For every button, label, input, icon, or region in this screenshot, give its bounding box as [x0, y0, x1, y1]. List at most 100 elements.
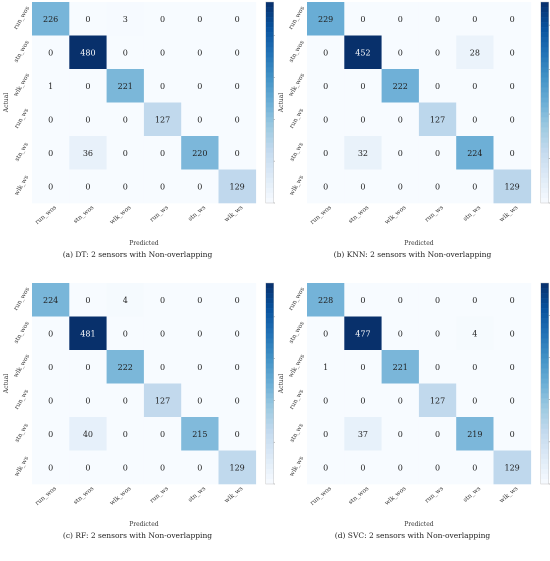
heatmap-cell — [381, 35, 420, 70]
colorbar-segment — [540, 363, 549, 369]
colorbar-segment — [265, 408, 274, 414]
heatmap-cell — [381, 350, 420, 384]
cell-value-label: 1 — [323, 363, 328, 372]
colorbar-segment — [265, 383, 274, 389]
cell-value-label: 0 — [435, 48, 440, 57]
colorbar-segment — [540, 57, 549, 63]
heatmap-cell — [493, 383, 532, 418]
colorbar-segment — [540, 112, 549, 118]
cell-value-label: 0 — [398, 182, 403, 191]
cell-value-label: 0 — [435, 296, 440, 305]
colorbar-segment — [540, 32, 549, 38]
heatmap-cell — [307, 283, 345, 317]
cell-value-label: 0 — [398, 115, 403, 124]
cell-value-label: 0 — [235, 430, 240, 439]
y-tick-label: wlk_ws — [288, 174, 305, 196]
heatmap-cell — [32, 169, 70, 204]
colorbar-segment — [265, 2, 274, 8]
colorbar-segment — [265, 358, 274, 364]
cell-value-label: 4 — [472, 329, 477, 338]
heatmap-cell — [143, 2, 182, 36]
colorbar-segment — [265, 77, 274, 83]
heatmap-cell — [181, 2, 219, 36]
y-tick-label: wlk_wos — [287, 72, 306, 98]
heatmap-cell — [218, 102, 257, 137]
cell-value-label: 0 — [235, 396, 240, 405]
colorbar-segment — [540, 127, 549, 133]
cell-value-label: 0 — [160, 363, 165, 372]
colorbar-segment — [540, 27, 549, 33]
colorbar-segment — [265, 423, 274, 430]
colorbar-segment — [540, 308, 549, 314]
y-tick-label: wlk_ws — [13, 174, 30, 196]
cell-value-label: 0 — [323, 82, 328, 91]
colorbar-segment — [265, 177, 274, 184]
colorbar-segment — [540, 373, 549, 379]
colorbar-segment — [265, 288, 274, 294]
cell-value-label: 0 — [235, 15, 240, 24]
y-tick-label: stn_wos — [288, 320, 306, 344]
y-tick-label: stn_ws — [14, 141, 30, 162]
cell-value-label: 0 — [197, 82, 202, 91]
heatmap-cell — [143, 136, 182, 170]
heatmap-cell — [218, 136, 257, 170]
cell-value-label: 127 — [430, 396, 445, 405]
cell-value-label: 0 — [398, 463, 403, 472]
cell-value-label: 0 — [235, 363, 240, 372]
cell-value-label: 0 — [197, 296, 202, 305]
heatmap-cell — [344, 35, 382, 70]
colorbar-segment — [265, 102, 274, 108]
colorbar-segment — [540, 82, 549, 88]
y-tick-label: run_ws — [13, 107, 30, 129]
caption-rf: (c) RF: 2 sensors with Non-overlapping — [62, 531, 213, 540]
cell-value-label: 0 — [85, 463, 90, 472]
cell-value-label: 0 — [398, 15, 403, 24]
heatmap-cell — [456, 316, 494, 351]
heatmap-cell — [418, 136, 457, 170]
colorbar-segment — [540, 72, 549, 78]
cell-value-label: 0 — [48, 48, 53, 57]
heatmap-cell — [32, 283, 70, 317]
cell-value-label: 0 — [235, 48, 240, 57]
cell-value-label: 0 — [510, 329, 515, 338]
colorbar-segment — [540, 418, 549, 424]
heatmap-cell — [493, 450, 532, 485]
y-tick-label: run_wos — [12, 286, 31, 312]
y-axis-label: Actual — [3, 93, 10, 114]
y-axis-label: Actual — [278, 374, 285, 395]
colorbar-segment — [540, 192, 549, 199]
heatmap-cell — [32, 35, 70, 70]
cell-value-label: 0 — [160, 182, 165, 191]
cell-value-label: 3 — [123, 15, 128, 24]
heatmap-rf: 224 0 4 0 0 00 481 0 0 0 00 0 222 0 0 00 0 0 127 0 00 40 0 0 215… — [3, 282, 275, 528]
colorbar-segment — [540, 102, 549, 108]
confusion-matrix-panel-rf: 224 0 4 0 0 0 0 481 0 0 0 0 0 0 222 0 0 0 0 0 0 127 0 0 0 40 0 0 215… — [0, 281, 275, 561]
cell-value-label: 0 — [360, 182, 365, 191]
cell-value-label: 0 — [160, 15, 165, 24]
colorbar-segment — [540, 348, 549, 354]
cell-value-label: 0 — [472, 396, 477, 405]
colorbar-segment — [265, 197, 274, 204]
colorbar-segment — [540, 468, 549, 475]
cell-value-label: 0 — [472, 182, 477, 191]
heatmap-cell — [456, 450, 494, 485]
heatmap-cell — [218, 35, 257, 70]
cell-value-label: 220 — [192, 149, 207, 158]
colorbar-segment — [265, 428, 274, 435]
colorbar-segment — [540, 67, 549, 73]
cell-value-label: 0 — [123, 329, 128, 338]
colorbar-segment — [265, 147, 274, 154]
heatmap-cell — [143, 316, 182, 351]
cell-value-label: 0 — [235, 329, 240, 338]
colorbar-segment — [265, 117, 274, 123]
x-tick-label: wlk_wos — [108, 485, 132, 507]
cell-value-label: 0 — [48, 463, 53, 472]
heatmap-cell — [218, 350, 257, 384]
confusion-matrix-panel-svc: 228 0 0 0 0 0 0 477 0 0 4 0 1 0 221 0 0 0 0 0 0 127 0 0 0 37 0 0 219… — [275, 281, 550, 561]
y-axis-label: Actual — [3, 374, 10, 395]
x-tick-label: run_wos — [34, 204, 58, 226]
colorbar-segment — [540, 318, 549, 324]
cell-value-label: 0 — [510, 82, 515, 91]
colorbar-segment — [265, 162, 274, 169]
heatmap-cell — [106, 450, 145, 485]
